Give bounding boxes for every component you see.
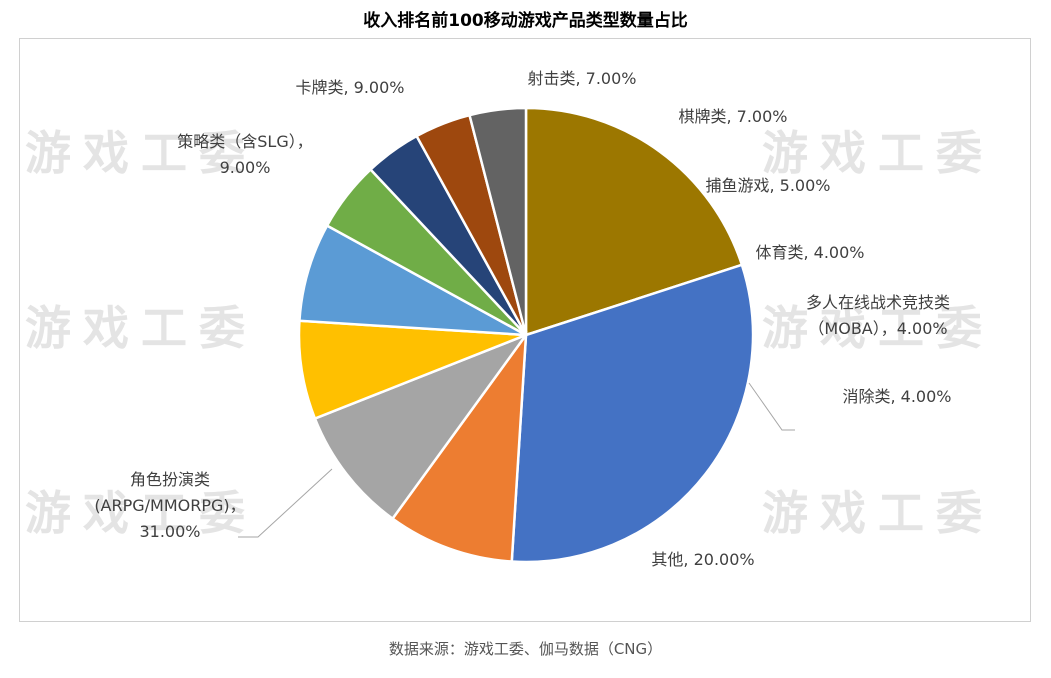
slice-label: 其他, 20.00%	[651, 550, 754, 569]
slice-label-line: 31.00%	[139, 522, 200, 541]
slice-label-line: 9.00%	[220, 158, 271, 177]
slice-label-line: 多人在线战术竞技类	[806, 293, 950, 312]
slice-label-line: (ARPG/MMORPG)，	[94, 496, 245, 515]
slice-labels: 其他, 20.00% 角色扮演类 (ARPG/MMORPG)， 31.00% 策略类（含…	[94, 69, 951, 569]
slice-label-line: 棋牌类, 7.00%	[678, 107, 787, 126]
slice-label-line: 体育类, 4.00%	[755, 243, 864, 262]
chart-area: 游戏工委游戏工委游戏工委游戏工委游戏工委游戏工委游戏工委游戏工委 其他, 20.…	[19, 38, 1031, 622]
slice-label-line: 其他, 20.00%	[651, 550, 754, 569]
leader-line	[238, 468, 333, 538]
slice-label-line: （MOBA），4.00%	[808, 319, 947, 338]
slice-label: 卡牌类, 9.00%	[295, 78, 404, 97]
slice-label-line: 捕鱼游戏, 5.00%	[705, 176, 830, 195]
pie-slice	[313, 332, 530, 521]
watermark-text: 游戏工委	[25, 301, 257, 355]
slice-label-line: 策略类（含SLG），	[177, 132, 312, 151]
slice-label: 射击类, 7.00%	[527, 69, 636, 88]
slice-label: 策略类（含SLG）， 9.00%	[177, 132, 312, 177]
source-note: 数据来源：游戏工委、伽马数据（CNG）	[388, 640, 663, 658]
slice-label: 消除类, 4.00%	[842, 387, 951, 406]
slice-label: 棋牌类, 7.00%	[678, 107, 787, 126]
slice-label-line: 消除类, 4.00%	[842, 387, 951, 406]
slice-label: 角色扮演类 (ARPG/MMORPG)， 31.00%	[94, 470, 245, 541]
slice-label: 多人在线战术竞技类 （MOBA），4.00%	[806, 293, 950, 338]
leader-line	[748, 382, 795, 431]
pie-slice	[390, 330, 528, 563]
watermark-text: 游戏工委	[762, 301, 994, 355]
pie-slices	[297, 106, 755, 564]
watermark-text: 游戏工委	[762, 126, 994, 180]
slice-label: 体育类, 4.00%	[755, 243, 864, 262]
slice-label: 捕鱼游戏, 5.00%	[705, 176, 830, 195]
watermark-text: 游戏工委	[25, 486, 257, 540]
chart-title: 收入排名前100移动游戏产品类型数量占比	[363, 11, 688, 31]
pie-chart: 游戏工委游戏工委游戏工委游戏工委游戏工委游戏工委游戏工委游戏工委 其他, 20.…	[25, 69, 994, 569]
watermark-text: 游戏工委	[762, 486, 994, 540]
slice-label-line: 角色扮演类	[130, 470, 210, 489]
pie-slice	[468, 106, 528, 336]
slice-label-line: 射击类, 7.00%	[527, 69, 636, 88]
watermark-text: 游戏工委	[25, 126, 257, 180]
pie-slice	[510, 263, 755, 564]
pie-slice	[524, 106, 744, 337]
leader-lines	[238, 382, 795, 538]
slice-label-line: 卡牌类, 9.00%	[295, 78, 404, 97]
